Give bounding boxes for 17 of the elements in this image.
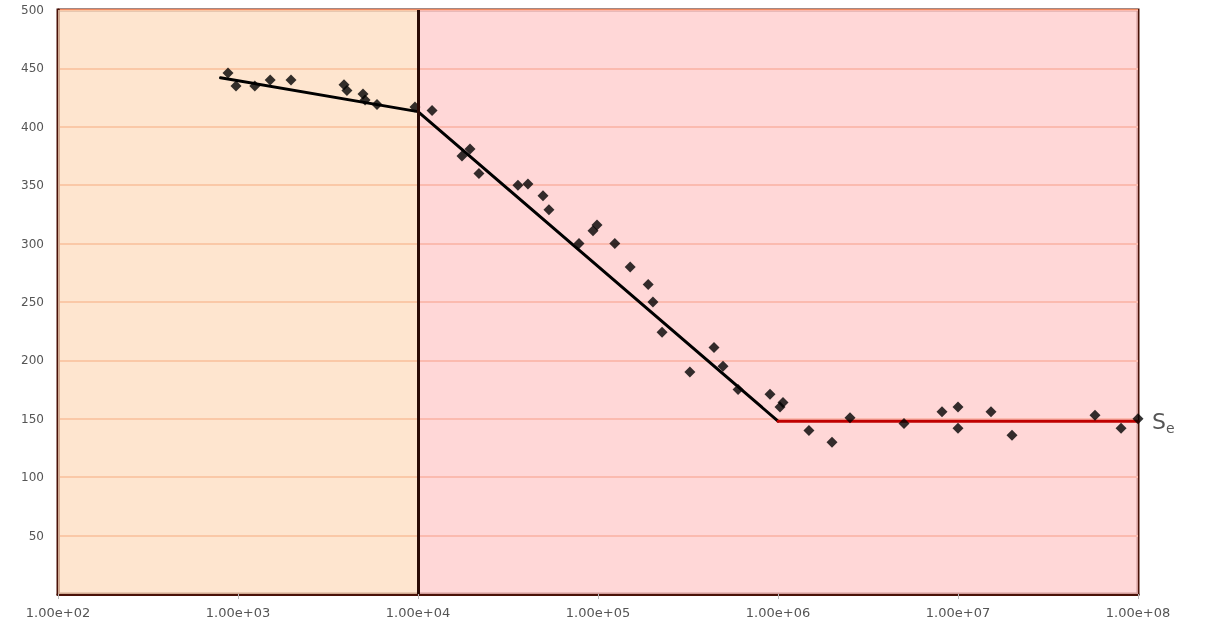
y-tick-label: 300 xyxy=(21,236,44,251)
x-tick-label: 1.00e+04 xyxy=(385,605,451,620)
x-tick-label: 1.00e+07 xyxy=(925,605,991,620)
y-tick-label: 450 xyxy=(21,61,44,76)
x-tick-label: 1.00e+06 xyxy=(745,605,811,620)
y-tick-label: 250 xyxy=(21,295,44,309)
x-tick-label: 1.00e+05 xyxy=(565,605,631,620)
y-tick-label: 400 xyxy=(21,119,44,134)
y-tick-label: 500 xyxy=(21,3,44,17)
x-tick-label: 1.00e+08 xyxy=(1105,605,1171,620)
y-tick-label: 200 xyxy=(21,353,44,368)
y-tick-label: 100 xyxy=(21,470,44,485)
y-tick-label: 150 xyxy=(21,411,44,426)
x-tick-label: 1.00e+02 xyxy=(25,605,91,620)
y-tick-label: 50 xyxy=(28,528,44,543)
y-tick-label: 350 xyxy=(21,178,44,193)
x-tick-label: 1.00e+03 xyxy=(205,605,271,620)
